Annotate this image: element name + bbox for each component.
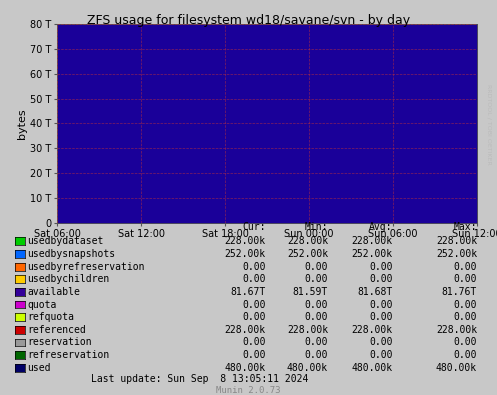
Text: 0.00: 0.00 [454,274,477,284]
Text: RRDTOOL / TOBI OETIKER: RRDTOOL / TOBI OETIKER [486,84,491,165]
Text: 480.00k: 480.00k [351,363,393,373]
Text: 0.00: 0.00 [369,299,393,310]
Text: 0.00: 0.00 [305,274,328,284]
Text: Cur:: Cur: [243,222,266,232]
Text: usedbyrefreservation: usedbyrefreservation [27,261,145,272]
Text: 0.00: 0.00 [305,312,328,322]
Text: Avg:: Avg: [369,222,393,232]
Text: 228.00k: 228.00k [287,236,328,246]
Text: refreservation: refreservation [27,350,109,360]
Text: 0.00: 0.00 [243,312,266,322]
Text: 0.00: 0.00 [243,337,266,348]
Text: usedbydataset: usedbydataset [27,236,104,246]
Text: 228.00k: 228.00k [436,236,477,246]
Text: 0.00: 0.00 [454,261,477,272]
Text: 81.59T: 81.59T [293,287,328,297]
Text: 0.00: 0.00 [369,261,393,272]
Text: 0.00: 0.00 [305,337,328,348]
Text: usedbychildren: usedbychildren [27,274,109,284]
Text: 252.00k: 252.00k [351,249,393,259]
Text: 228.00k: 228.00k [351,325,393,335]
Text: Min:: Min: [305,222,328,232]
Text: available: available [27,287,80,297]
Text: 228.00k: 228.00k [436,325,477,335]
Text: 0.00: 0.00 [369,274,393,284]
Text: reservation: reservation [27,337,92,348]
Text: 0.00: 0.00 [454,312,477,322]
Text: 81.76T: 81.76T [442,287,477,297]
Text: 0.00: 0.00 [454,299,477,310]
Text: usedbysnapshots: usedbysnapshots [27,249,115,259]
Text: 0.00: 0.00 [454,337,477,348]
Text: 0.00: 0.00 [454,350,477,360]
Text: 252.00k: 252.00k [287,249,328,259]
Text: refquota: refquota [27,312,75,322]
Text: 0.00: 0.00 [369,350,393,360]
Text: referenced: referenced [27,325,86,335]
Text: used: used [27,363,51,373]
Text: 0.00: 0.00 [243,261,266,272]
Text: 228.00k: 228.00k [225,325,266,335]
Text: 81.68T: 81.68T [357,287,393,297]
Text: 480.00k: 480.00k [436,363,477,373]
Text: 228.00k: 228.00k [225,236,266,246]
Text: Munin 2.0.73: Munin 2.0.73 [216,386,281,395]
Text: 480.00k: 480.00k [225,363,266,373]
Text: ZFS usage for filesystem wd18/savane/svn - by day: ZFS usage for filesystem wd18/savane/svn… [87,14,410,27]
Text: 252.00k: 252.00k [225,249,266,259]
Text: quota: quota [27,299,57,310]
Text: 0.00: 0.00 [243,299,266,310]
Text: Last update: Sun Sep  8 13:05:11 2024: Last update: Sun Sep 8 13:05:11 2024 [91,374,308,384]
Text: Max:: Max: [454,222,477,232]
Text: 0.00: 0.00 [305,350,328,360]
Text: 0.00: 0.00 [243,350,266,360]
Text: 480.00k: 480.00k [287,363,328,373]
Text: 0.00: 0.00 [243,274,266,284]
Y-axis label: bytes: bytes [17,108,27,139]
Text: 0.00: 0.00 [369,337,393,348]
Text: 0.00: 0.00 [369,312,393,322]
Text: 228.00k: 228.00k [287,325,328,335]
Text: 0.00: 0.00 [305,261,328,272]
Text: 252.00k: 252.00k [436,249,477,259]
Text: 0.00: 0.00 [305,299,328,310]
Text: 81.67T: 81.67T [231,287,266,297]
Text: 228.00k: 228.00k [351,236,393,246]
